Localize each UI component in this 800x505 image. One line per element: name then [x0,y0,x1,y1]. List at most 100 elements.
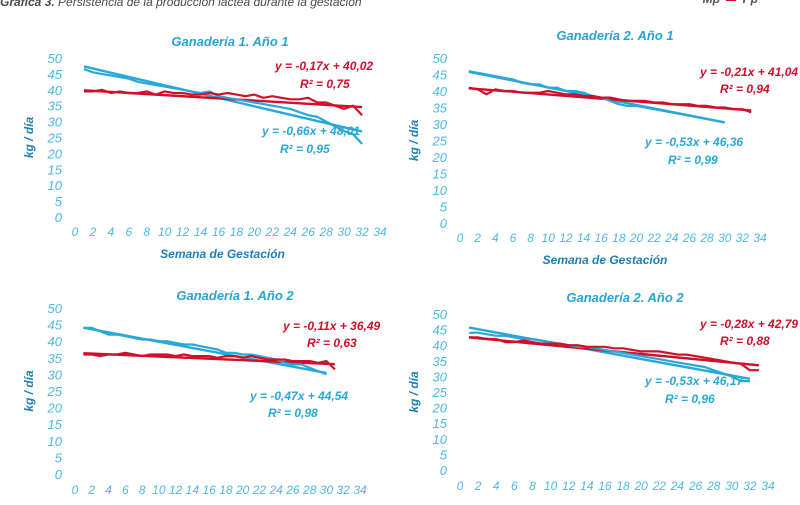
chart-title: Ganadería 1. Año 1 [171,34,288,49]
x-tick-label: 2 [474,479,482,493]
equation-pp: y = -0,17x + 40,02 [274,59,373,73]
r2-pp: R² = 0,75 [300,77,350,91]
x-tick-label: 24 [283,225,298,239]
x-tick-label: 10 [152,483,166,497]
y-tick-label: 0 [55,210,63,225]
equation-mp: y = -0,53x + 46,36 [644,135,743,149]
x-tick-label: 20 [633,479,648,493]
x-tick-label: 26 [688,479,703,493]
chart-title: Ganadería 1. Año 2 [176,288,294,303]
y-tick-label: 5 [55,450,63,465]
y-tick-label: 25 [432,385,448,400]
x-tick-label: 34 [761,479,775,493]
y-tick-label: 35 [48,99,63,114]
x-tick-label: 4 [108,225,115,239]
y-tick-label: 50 [433,307,448,322]
series-line-pp [84,88,363,116]
x-tick-label: 34 [373,225,387,239]
y-tick-label: 40 [433,84,448,99]
x-tick-label: 18 [230,225,244,239]
y-tick-label: 20 [432,150,448,165]
x-tick-label: 16 [598,479,612,493]
y-tick-label: 5 [440,447,448,462]
y-tick-label: 20 [47,401,63,416]
x-tick-label: 18 [219,483,233,497]
x-tick-label: 22 [652,479,667,493]
x-tick-label: 32 [337,483,351,497]
x-tick-label: 2 [89,225,97,239]
x-tick-label: 28 [318,225,333,239]
y-tick-label: 40 [433,338,448,353]
series-line-pp [468,86,752,114]
y-tick-label: 30 [433,369,448,384]
y-tick-label: 35 [433,354,448,369]
legend: Mp Pp [703,0,758,6]
x-tick-label: 14 [577,231,591,245]
y-tick-label: 15 [433,167,448,182]
y-tick-label: 10 [433,432,448,447]
x-tick-label: 32 [355,225,369,239]
x-tick-label: 12 [176,225,190,239]
x-tick-label: 6 [125,225,132,239]
y-tick-label: 45 [48,67,63,82]
caption-text: Persistencia de la producción láctea dur… [58,0,362,9]
y-tick-label: 40 [48,83,63,98]
x-tick-label: 14 [580,479,594,493]
y-tick-label: 45 [433,323,448,338]
r2-mp: R² = 0,96 [665,392,715,406]
series-line-mp [469,331,750,383]
y-tick-label: 45 [433,68,448,83]
y-tick-label: 25 [47,131,63,146]
r2-pp: R² = 0,63 [307,336,357,350]
y-tick-label: 15 [48,162,63,177]
y-tick-label: 50 [48,51,63,66]
x-tick-label: 16 [594,231,608,245]
x-tick-label: 26 [682,231,697,245]
series-line-pp [469,336,759,372]
x-tick-label: 2 [87,483,95,497]
y-tick-label: 15 [433,416,448,431]
chart-title: Ganadería 2. Año 1 [556,28,673,43]
r2-pp: R² = 0,94 [720,82,770,96]
y-tick-label: 50 [433,51,448,66]
x-tick-label: 24 [670,479,685,493]
x-tick-label: 0 [72,225,79,239]
x-tick-label: 18 [616,479,630,493]
chart-panel-ganaderia1-ano2: Ganadería 1. Año 2 0 5 10 15 20 25 30 35 40 45 50 0 2… [0,286,400,505]
equation-mp: y = -0,66x + 48,01 [261,124,360,138]
trendline-pp [83,352,335,366]
equation-mp: y = -0,53x + 46,17 [644,374,744,388]
x-tick-label: 28 [302,483,317,497]
y-tick-label: 25 [47,384,63,399]
x-tick-label: 0 [457,231,464,245]
x-tick-label: 30 [725,479,739,493]
x-tick-label: 10 [158,225,172,239]
x-tick-label: 12 [169,483,183,497]
x-tick-label: 34 [353,483,367,497]
x-tick-label: 14 [186,483,200,497]
y-tick-label: 0 [55,467,63,482]
y-tick-label: 30 [48,115,63,130]
equation-pp: y = -0,21x + 41,04 [699,65,798,79]
x-tick-label: 4 [493,479,500,493]
x-tick-label: 16 [212,225,226,239]
x-tick-label: 30 [320,483,334,497]
x-tick-label: 0 [72,483,79,497]
x-tick-label: 32 [736,231,750,245]
r2-mp: R² = 0,99 [668,153,718,167]
series-line-mp [83,326,327,376]
x-tick-label: 6 [511,479,518,493]
y-tick-label: 35 [48,351,63,366]
x-tick-label: 10 [544,479,558,493]
equation-pp: y = -0,11x + 36,49 [282,319,381,333]
x-tick-label: 8 [143,225,150,239]
x-tick-label: 34 [753,231,767,245]
r2-mp: R² = 0,98 [268,406,318,420]
chart-title: Ganadería 2. Año 2 [566,290,684,305]
x-tick-label: 24 [664,231,679,245]
r2-mp: R² = 0,95 [280,142,330,156]
